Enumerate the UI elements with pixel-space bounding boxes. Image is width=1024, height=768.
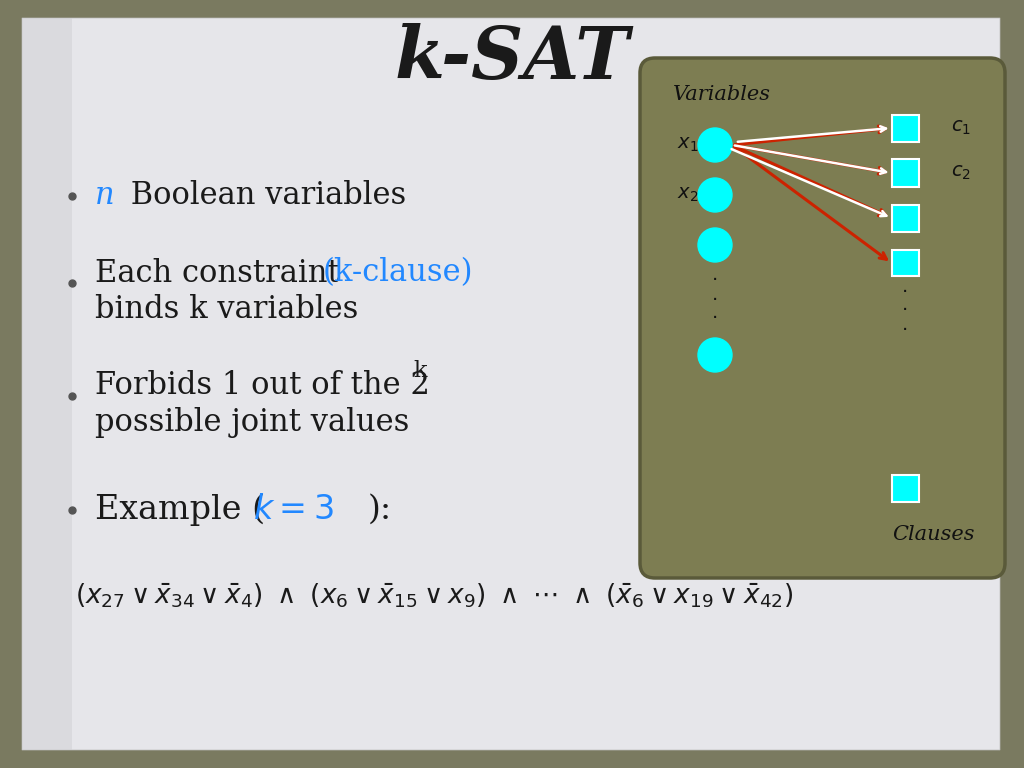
Text: $x_1$: $x_1$ xyxy=(677,136,698,154)
Circle shape xyxy=(698,228,732,262)
FancyBboxPatch shape xyxy=(892,114,919,141)
Text: $x_2$: $x_2$ xyxy=(677,186,698,204)
Text: ·
·
·: · · · xyxy=(902,283,908,339)
Text: $c_1$: $c_1$ xyxy=(950,119,971,137)
FancyBboxPatch shape xyxy=(640,58,1005,578)
Text: binds k variables: binds k variables xyxy=(95,294,358,326)
Text: $k = 3$: $k = 3$ xyxy=(253,494,334,526)
Text: Example (: Example ( xyxy=(95,494,265,526)
FancyBboxPatch shape xyxy=(892,204,919,231)
Text: Clauses: Clauses xyxy=(893,525,975,545)
Text: $(x_{27} \vee \bar{x}_{34} \vee \bar{x}_4)\ \wedge\ (x_6 \vee \bar{x}_{15} \vee : $(x_{27} \vee \bar{x}_{34} \vee \bar{x}_… xyxy=(75,581,794,611)
Text: Forbids 1 out of the 2: Forbids 1 out of the 2 xyxy=(95,370,430,402)
Text: k-SAT: k-SAT xyxy=(394,22,630,94)
FancyBboxPatch shape xyxy=(892,160,919,187)
Text: n: n xyxy=(95,180,115,211)
Text: Variables: Variables xyxy=(673,85,771,104)
Text: ·
·
·: · · · xyxy=(712,272,718,329)
Text: k: k xyxy=(413,360,427,382)
FancyBboxPatch shape xyxy=(892,250,919,276)
Text: Boolean variables: Boolean variables xyxy=(121,180,407,211)
Text: (k-clause): (k-clause) xyxy=(323,257,473,289)
FancyBboxPatch shape xyxy=(892,475,919,502)
Circle shape xyxy=(698,338,732,372)
Text: $c_2$: $c_2$ xyxy=(950,164,971,182)
Circle shape xyxy=(698,178,732,212)
FancyBboxPatch shape xyxy=(22,18,1000,750)
Text: possible joint values: possible joint values xyxy=(95,406,410,438)
Text: ):: ): xyxy=(368,494,392,526)
Circle shape xyxy=(698,128,732,162)
Text: Each constraint: Each constraint xyxy=(95,257,349,289)
FancyBboxPatch shape xyxy=(22,18,72,750)
